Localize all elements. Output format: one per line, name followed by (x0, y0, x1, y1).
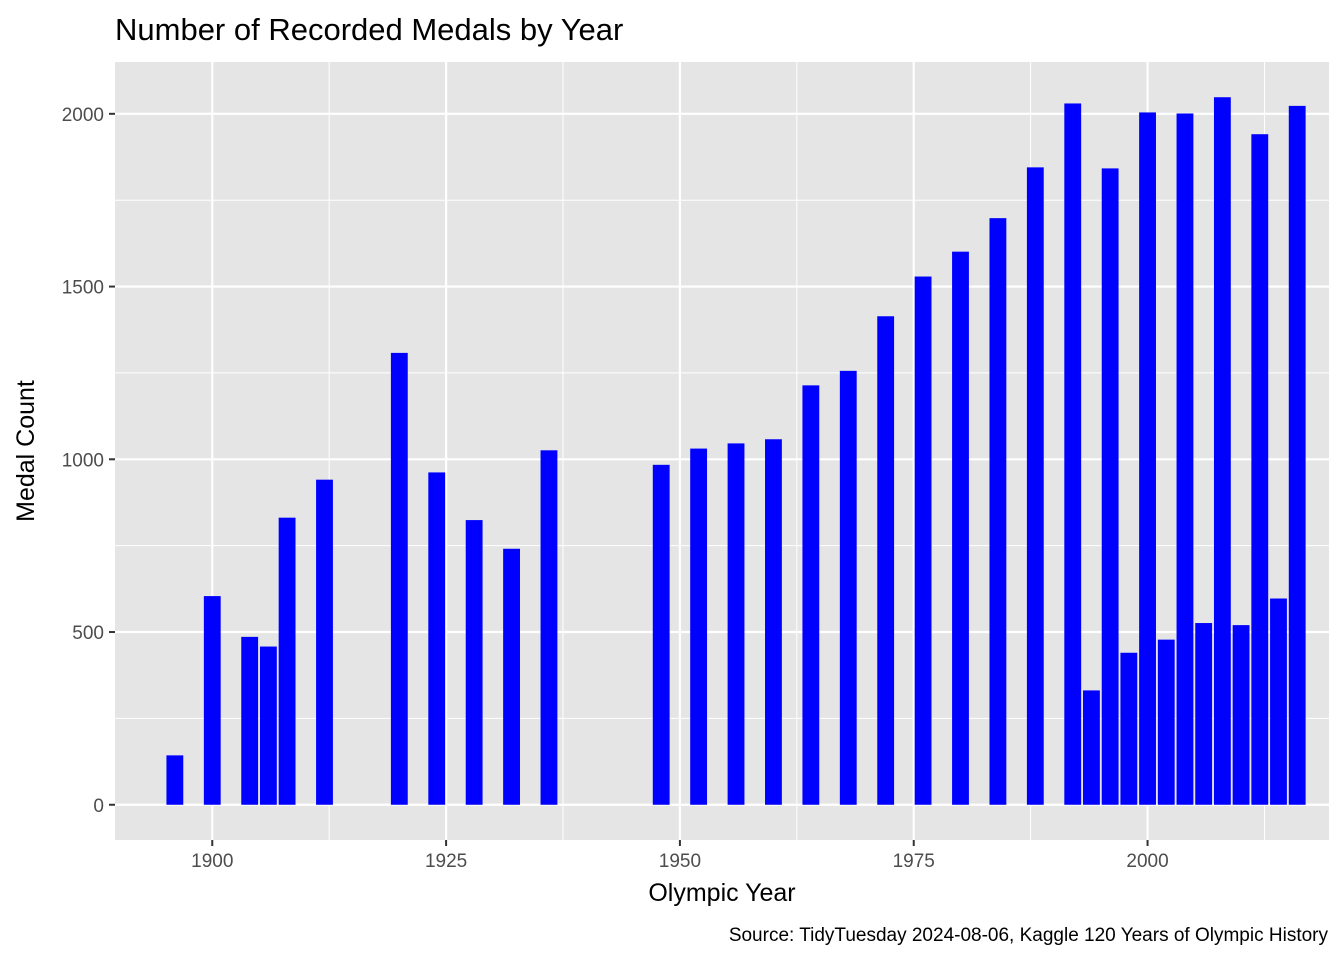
bar-1996 (1101, 168, 1119, 805)
x-tick-label: 1925 (425, 851, 467, 872)
bar-1904 (241, 636, 259, 805)
bar-1924 (428, 472, 446, 805)
y-tick-label: 0 (93, 796, 104, 817)
bar-1968 (839, 370, 857, 805)
x-tick-label: 1975 (893, 851, 935, 872)
bar-2010 (1232, 625, 1250, 805)
y-tick-label: 1000 (62, 450, 104, 471)
bar-1980 (952, 251, 969, 805)
bar-1988 (1026, 167, 1044, 805)
bar-2016 (1288, 105, 1306, 805)
bar-1896 (166, 755, 184, 805)
bar-1932 (503, 548, 520, 805)
bar-1994 (1083, 690, 1100, 805)
bar-1908 (278, 517, 296, 805)
bar-2000 (1139, 112, 1156, 805)
x-axis-ticks: 1900 1925 1950 1975 2000 (191, 840, 1169, 872)
x-tick-label: 1900 (191, 851, 233, 872)
y-tick-label: 1500 (62, 278, 104, 299)
bar-1964 (802, 385, 820, 805)
x-tick-label: 2000 (1126, 851, 1168, 872)
bar-2008 (1213, 97, 1231, 805)
y-axis-ticks: 0 500 1000 1500 2000 (62, 105, 115, 817)
bar-1906 (259, 646, 277, 805)
bar-2014 (1270, 598, 1287, 805)
bar-2006 (1195, 623, 1213, 805)
chart-title: Number of Recorded Medals by Year (115, 12, 623, 47)
chart-caption: Source: TidyTuesday 2024-08-06, Kaggle 1… (729, 925, 1329, 946)
y-tick-label: 2000 (62, 105, 104, 126)
bar-2004 (1176, 113, 1194, 805)
bar-1976 (914, 276, 932, 805)
bar-1984 (989, 218, 1007, 805)
bar-1948 (652, 464, 670, 805)
bar-1956 (727, 443, 745, 805)
bar-1972 (877, 316, 895, 805)
bar-1952 (690, 448, 708, 805)
bar-1928 (465, 520, 483, 805)
x-axis-title: Olympic Year (648, 879, 795, 907)
y-axis-title: Medal Count (12, 380, 40, 522)
bar-1998 (1120, 652, 1138, 805)
bar-1900 (203, 596, 221, 805)
bars (166, 97, 1306, 805)
x-tick-label: 1950 (659, 851, 701, 872)
bar-2012 (1251, 134, 1269, 805)
bar-2002 (1157, 639, 1175, 805)
bar-1960 (765, 439, 782, 805)
bar-1912 (316, 479, 333, 805)
y-tick-label: 500 (72, 623, 104, 644)
bar-1936 (540, 450, 558, 805)
bar-1992 (1064, 103, 1082, 805)
bar-1920 (390, 352, 408, 805)
